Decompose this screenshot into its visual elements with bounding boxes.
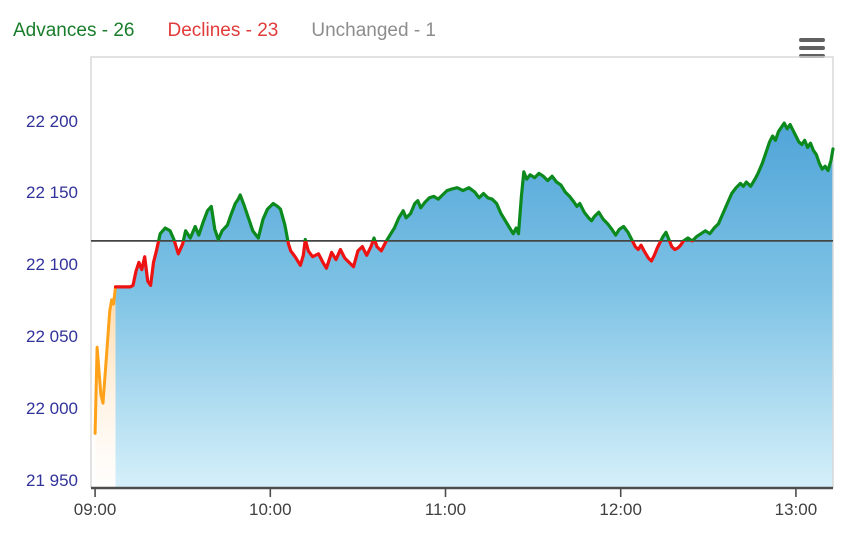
hamburger-icon bbox=[799, 38, 825, 42]
y-axis-label: 22 000 bbox=[26, 398, 78, 418]
y-axis-label: 22 150 bbox=[26, 183, 78, 203]
x-axis-label: 12:00 bbox=[599, 500, 642, 519]
legend-advances: Advances - 26 bbox=[13, 20, 135, 41]
x-axis-label: 11:00 bbox=[424, 500, 467, 519]
chart-menu-button[interactable] bbox=[797, 37, 827, 59]
x-axis-label: 10:00 bbox=[249, 500, 292, 519]
pre-open-line bbox=[93, 285, 117, 435]
advance-decline-legend: Advances - 26 Declines - 23 Unchanged - … bbox=[13, 20, 436, 42]
index-line-above bbox=[156, 121, 835, 241]
x-axis-label: 13:00 bbox=[774, 500, 818, 519]
plot-border bbox=[90, 56, 834, 488]
y-axis-label: 22 200 bbox=[26, 111, 78, 131]
legend-declines: Declines - 23 bbox=[167, 20, 279, 41]
index-area-fill bbox=[115, 123, 833, 488]
y-axis-label: 21 950 bbox=[26, 470, 78, 490]
y-axis-label: 22 050 bbox=[26, 327, 78, 347]
x-axis-label: 09:00 bbox=[73, 500, 117, 519]
y-axis-label: 22 100 bbox=[26, 255, 78, 275]
legend-unchanged: Unchanged - 1 bbox=[311, 20, 437, 41]
